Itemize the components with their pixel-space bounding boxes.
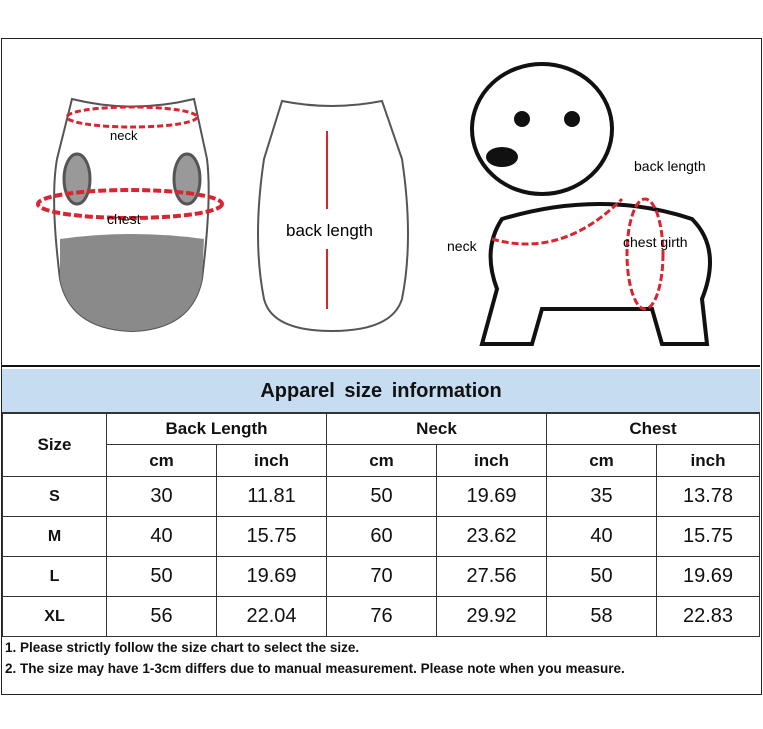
value-cell: 40 — [546, 516, 657, 557]
unit-header: inch — [216, 444, 327, 477]
back-length-label: back length — [286, 221, 373, 240]
value-cell: 19.69 — [216, 556, 327, 597]
front-neck-label: neck — [110, 128, 138, 143]
unit-header: cm — [546, 444, 657, 477]
size-chart: neck chest back length back length chest… — [1, 38, 762, 695]
value-cell: 23.62 — [436, 516, 547, 557]
value-cell: 35 — [546, 476, 657, 517]
value-cell: 70 — [326, 556, 437, 597]
front-garment-illustration: neck chest — [36, 97, 224, 333]
dog-illustration: back length chest girth neck — [447, 62, 712, 346]
back-garment-illustration: back length — [257, 99, 409, 333]
value-cell: 50 — [546, 556, 657, 597]
value-cell: 15.75 — [656, 516, 760, 557]
value-cell: 50 — [326, 476, 437, 517]
value-cell: 11.81 — [216, 476, 327, 517]
group-header: Back Length — [106, 413, 327, 445]
unit-header: cm — [106, 444, 217, 477]
note: 1. Please strictly follow the size chart… — [5, 640, 360, 655]
value-cell: 22.04 — [216, 596, 327, 637]
value-cell: 30 — [106, 476, 217, 517]
table-row: M 40 15.75 60 23.62 40 15.75 — [2, 516, 760, 557]
notes: 1. Please strictly follow the size chart… — [5, 637, 625, 679]
front-chest-label: chest — [107, 211, 141, 227]
unit-header: inch — [436, 444, 547, 477]
size-cell: S — [2, 476, 107, 517]
unit-header: inch — [656, 444, 760, 477]
value-cell: 56 — [106, 596, 217, 637]
size-header: Size — [2, 413, 107, 477]
dog-back-length-label: back length — [634, 158, 706, 174]
size-cell: M — [2, 516, 107, 557]
group-header: Chest — [546, 413, 760, 445]
size-cell: L — [2, 556, 107, 597]
value-cell: 13.78 — [656, 476, 760, 517]
value-cell: 15.75 — [216, 516, 327, 557]
value-cell: 76 — [326, 596, 437, 637]
size-cell: XL — [2, 596, 107, 637]
size-table: Size Back Length Neck Chest cm inch cm i… — [2, 413, 760, 637]
value-cell: 50 — [106, 556, 217, 597]
value-cell: 60 — [326, 516, 437, 557]
value-cell: 58 — [546, 596, 657, 637]
dog-neck-label: neck — [447, 238, 478, 254]
value-cell: 22.83 — [656, 596, 760, 637]
value-cell: 29.92 — [436, 596, 547, 637]
table-row: XL 56 22.04 76 29.92 58 22.83 — [2, 596, 760, 637]
note: 2. The size may have 1-3cm differs due t… — [5, 661, 625, 676]
table-row: L 50 19.69 70 27.56 50 19.69 — [2, 556, 760, 597]
table-title: Apparel size information — [2, 369, 760, 413]
value-cell: 19.69 — [656, 556, 760, 597]
table-row: S 30 11.81 50 19.69 35 13.78 — [2, 476, 760, 517]
value-cell: 40 — [106, 516, 217, 557]
dog-chest-girth-label: chest girth — [623, 234, 688, 250]
unit-header: cm — [326, 444, 437, 477]
value-cell: 19.69 — [436, 476, 547, 517]
illustrations: neck chest back length back length chest… — [2, 39, 760, 367]
group-header: Neck — [326, 413, 547, 445]
value-cell: 27.56 — [436, 556, 547, 597]
